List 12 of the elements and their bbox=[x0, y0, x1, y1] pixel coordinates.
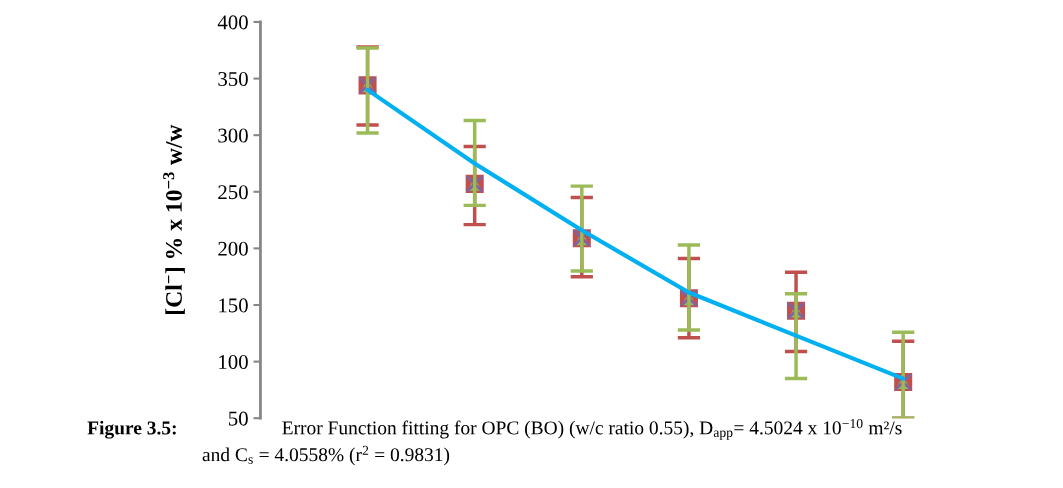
y-tick-label: 200 bbox=[218, 241, 248, 256]
caption: Figure 3.5: bbox=[87, 420, 176, 439]
y-tick-label: 250 bbox=[218, 185, 248, 200]
text: and C$_{s}$ = 4.0558% (r$^{2}$ = 0.9831) bbox=[202, 445, 450, 466]
y-tick-label: 350 bbox=[218, 71, 248, 86]
y-tick-label: 300 bbox=[218, 128, 248, 143]
y-tick-label: 100 bbox=[219, 354, 248, 370]
text: Error Function fitting for OPC (BO) (w/c ratio 0.55), D$_{app}$= 4.5024 x 10$^{−10}$ m²/s bbox=[282, 418, 902, 440]
y-tick-label: 50 bbox=[229, 411, 248, 426]
y-axis-title: [Cl$^{−}$] % x 10$^{−3}$ w/w bbox=[163, 124, 185, 314]
y-tick-label: 400 bbox=[217, 15, 248, 30]
y-tick-label: 150 bbox=[219, 298, 248, 313]
